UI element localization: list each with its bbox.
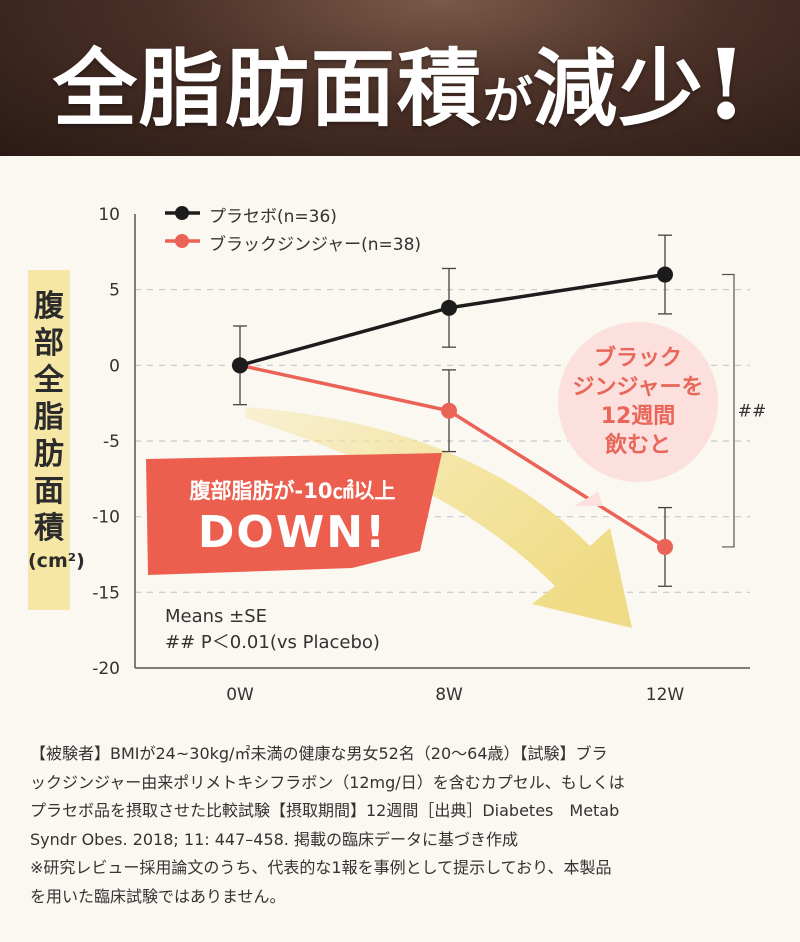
footnote-line: Syndr Obes. 2018; 11: 447–458. 掲載の臨床データに… — [30, 829, 518, 849]
bracket-line — [722, 273, 735, 548]
footnote-line: プラセボ品を摂取させた比較試験【摂取期間】12週間［出典］Diabetes Me… — [30, 801, 620, 820]
stats-note-line2: ## P＜0.01(vs Placebo) — [165, 632, 380, 653]
banner-title: 全脂肪面積が減少! — [0, 22, 800, 143]
line-chart: 10 5 0 -5 -10 -15 -20 0W 8W 12W ## — [92, 205, 767, 705]
x-tick-label: 8W — [435, 685, 463, 705]
y-tick-label: 0 — [109, 356, 120, 376]
footnote: 【被験者】BMIが24~30kg/㎡未満の健康な男女52名（20～64歳）【試験… — [30, 740, 775, 911]
y-axis-label-char: 脂 — [34, 400, 64, 435]
footnote-line: ※研究レビュー採用論文のうち、代表的な1報を事例として提示しており、本製品 — [30, 858, 612, 877]
y-axis-label-char: 腹 — [34, 289, 64, 324]
footnote-line: 【被験者】BMIが24~30kg/㎡未満の健康な男女52名（20～64歳）【試験… — [30, 744, 608, 763]
legend-marker — [175, 206, 189, 220]
data-point — [441, 402, 457, 419]
bubble-line: 飲むと — [604, 433, 671, 458]
speech-bubble-text: ブラック ジンジャーを 12週間 飲むと — [563, 344, 713, 460]
y-tick-label: 10 — [98, 205, 120, 225]
data-point — [232, 357, 248, 374]
legend-marker — [175, 234, 189, 248]
down-callout-box — [146, 453, 442, 575]
y-axis-label-char: 面 — [34, 474, 64, 509]
legend — [165, 206, 200, 248]
axes: 10 5 0 -5 -10 -15 -20 0W 8W 12W — [92, 205, 750, 705]
bubble-line: ジンジャーを — [572, 375, 704, 400]
footnote-line: を用いた臨床試験ではありません。 — [30, 886, 286, 906]
bubble-line: ブラック — [593, 346, 682, 371]
x-tick-label: 12W — [646, 685, 685, 705]
banner-title-particle: が — [482, 71, 533, 130]
down-callout-headline: DOWN! — [197, 507, 388, 558]
y-axis-label: 腹部全脂肪面積 (cm²) — [28, 288, 85, 575]
banner-title-exclamation: ! — [704, 28, 748, 141]
y-axis-label-char: 肪 — [34, 437, 64, 472]
banner-title-end: 減少 — [532, 39, 705, 138]
footnote-line: ックジンジャー由来ポリメトキシフラボン（12mg/日）を含むカプセル、もしくは — [30, 772, 625, 792]
y-tick-label: 5 — [109, 281, 120, 301]
y-tick-label: -5 — [103, 432, 120, 452]
y-axis-label-text: 腹部全脂肪面積 — [28, 288, 70, 547]
legend-label-placebo: プラセボ(n=36) — [209, 207, 337, 227]
x-tick-label: 0W — [226, 685, 254, 705]
y-tick-label: -10 — [92, 508, 120, 528]
stats-note: Means ±SE ## P＜0.01(vs Placebo) — [165, 604, 380, 656]
legend-label-ginger: ブラックジンジャー(n=38) — [209, 235, 422, 255]
data-point — [441, 299, 457, 316]
banner-title-main: 全脂肪面積 — [52, 39, 483, 138]
stats-note-line1: Means ±SE — [165, 606, 268, 627]
y-axis-label-char: 全 — [34, 363, 64, 398]
header-banner — [0, 0, 800, 156]
series-0 — [232, 234, 673, 406]
y-tick-label: -20 — [92, 659, 120, 679]
significance-marker: ## — [738, 402, 767, 422]
bubble-line: 12週間 — [600, 404, 676, 429]
y-axis-label-char: 積 — [34, 511, 64, 546]
decline-arrow — [245, 407, 632, 628]
y-tick-label: -15 — [92, 583, 120, 603]
y-axis-label-background — [28, 270, 70, 610]
down-callout-text: 腹部脂肪が-10㎠以上 — [189, 479, 396, 503]
significance-bracket: ## — [722, 273, 767, 548]
data-point — [657, 266, 673, 283]
data-point — [657, 538, 673, 555]
speech-bubble — [558, 322, 718, 506]
y-axis-label-char: 部 — [34, 326, 64, 361]
